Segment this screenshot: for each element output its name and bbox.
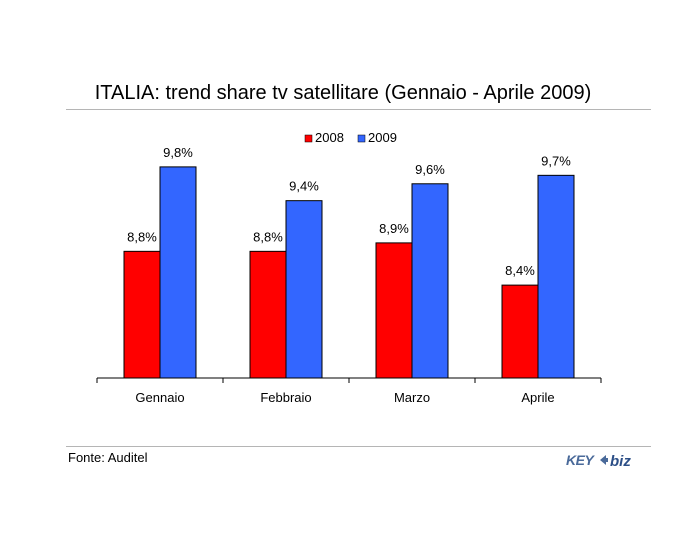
x-tick-label-gennaio: Gennaio (135, 390, 184, 405)
data-label-2008-febbraio: 8,8% (253, 229, 283, 244)
key4biz-logo: KEY biz (566, 450, 642, 472)
bar-2009-febbraio (285, 200, 323, 379)
legend-label-2008: 2008 (315, 130, 344, 145)
legend-swatch-2009 (357, 134, 366, 143)
data-label-2009-aprile: 9,7% (541, 153, 571, 168)
bar-2008-gennaio (123, 250, 161, 379)
data-label-2009-gennaio: 9,8% (163, 145, 193, 160)
title-divider (66, 109, 651, 110)
logo-key-mark: KEY (566, 452, 594, 468)
bar-2008-marzo (375, 242, 413, 379)
legend-label-2009: 2009 (368, 130, 397, 145)
bar-2008-febbraio (249, 250, 287, 379)
bar-2009-aprile (537, 174, 575, 379)
bar-2008-aprile (501, 284, 539, 379)
data-label-2009-marzo: 9,6% (415, 162, 445, 177)
data-label-2008-aprile: 8,4% (505, 263, 535, 278)
source-note: Fonte: Auditel (68, 450, 148, 465)
logo-biz-mark: biz (610, 453, 631, 470)
x-tick-label-aprile: Aprile (521, 390, 554, 405)
data-label-2008-gennaio: 8,8% (127, 229, 157, 244)
bar-2009-marzo (411, 183, 449, 379)
bar-2009-gennaio (159, 166, 197, 379)
logo-arrow-icon (600, 455, 608, 465)
chart-title: ITALIA: trend share tv satellitare (Genn… (94, 82, 592, 104)
x-tick-label-febbraio: Febbraio (260, 390, 311, 405)
x-tick-label-marzo: Marzo (394, 390, 430, 405)
footer-divider (66, 446, 651, 447)
data-label-2009-febbraio: 9,4% (289, 179, 319, 194)
legend-swatch-2008 (304, 134, 313, 143)
data-label-2008-marzo: 8,9% (379, 221, 409, 236)
